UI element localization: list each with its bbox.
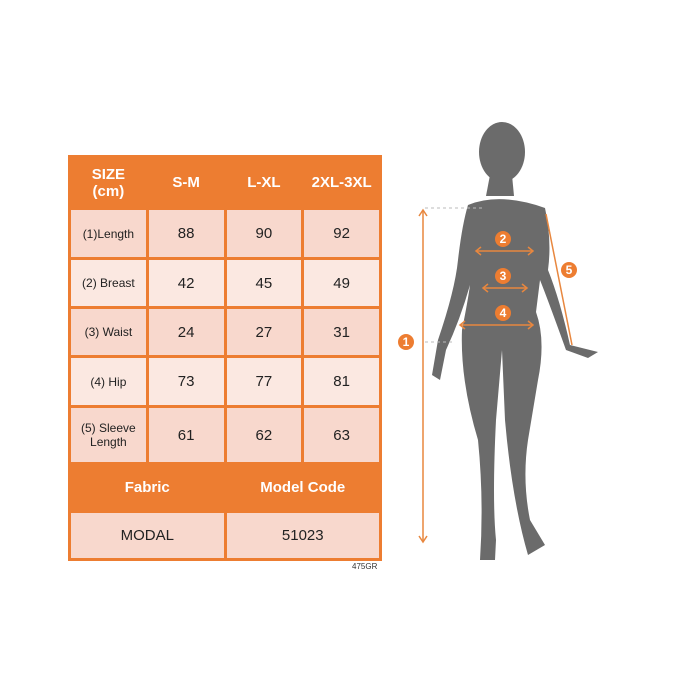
table-row: (3) Waist 24 27 31 — [68, 306, 382, 358]
cell: 61 — [145, 405, 227, 465]
table-row: (2) Breast 42 45 49 — [68, 257, 382, 309]
row-label: (5) Sleeve Length — [68, 405, 149, 465]
size-2xl3xl-header: 2XL-3XL — [301, 155, 382, 210]
table-row: (4) Hip 73 77 81 — [68, 355, 382, 408]
cell: 81 — [301, 355, 382, 408]
svg-text:1: 1 — [403, 335, 410, 349]
cell: 31 — [301, 306, 382, 358]
measurement-markers: 1 2 3 4 5 — [398, 231, 577, 350]
row-label: (1)Length — [68, 207, 149, 260]
image-code: 475GR — [352, 562, 378, 571]
cell: 27 — [223, 306, 305, 358]
cell: 24 — [145, 306, 227, 358]
cell: 77 — [223, 355, 305, 408]
woman-silhouette — [432, 122, 598, 560]
cell: 63 — [301, 405, 382, 465]
fabric-value: MODAL — [68, 510, 227, 561]
cell: 49 — [301, 257, 382, 309]
size-sm-header: S-M — [145, 155, 227, 210]
cell: 42 — [145, 257, 227, 309]
measurement-lines — [418, 208, 573, 544]
fabric-header: Fabric — [68, 462, 227, 513]
cell: 62 — [223, 405, 305, 465]
row-label: (2) Breast — [68, 257, 149, 309]
table-row: (5) Sleeve Length 61 62 63 — [68, 405, 382, 465]
row-label: (3) Waist — [68, 306, 149, 358]
svg-text:4: 4 — [500, 306, 507, 320]
cell: 73 — [145, 355, 227, 408]
svg-text:5: 5 — [566, 263, 573, 277]
guide-lines — [425, 207, 483, 343]
fabric-header-row: Fabric Model Code — [68, 462, 382, 513]
cell: 90 — [223, 207, 305, 260]
svg-text:2: 2 — [500, 232, 507, 246]
cell: 45 — [223, 257, 305, 309]
model-code-header: Model Code — [223, 462, 382, 513]
fabric-row: MODAL 51023 — [68, 510, 382, 561]
cell: 92 — [301, 207, 382, 260]
svg-text:3: 3 — [500, 269, 507, 283]
table-row: (1)Length 88 90 92 — [68, 207, 382, 260]
size-chart-table: SIZE (cm) S-M L-XL 2XL-3XL (1)Length 88 9… — [68, 155, 382, 561]
row-label: (4) Hip — [68, 355, 149, 408]
model-code-value: 51023 — [223, 510, 382, 561]
header-row: SIZE (cm) S-M L-XL 2XL-3XL — [68, 155, 382, 210]
size-lxl-header: L-XL — [223, 155, 305, 210]
size-header: SIZE (cm) — [68, 155, 149, 210]
cell: 88 — [145, 207, 227, 260]
